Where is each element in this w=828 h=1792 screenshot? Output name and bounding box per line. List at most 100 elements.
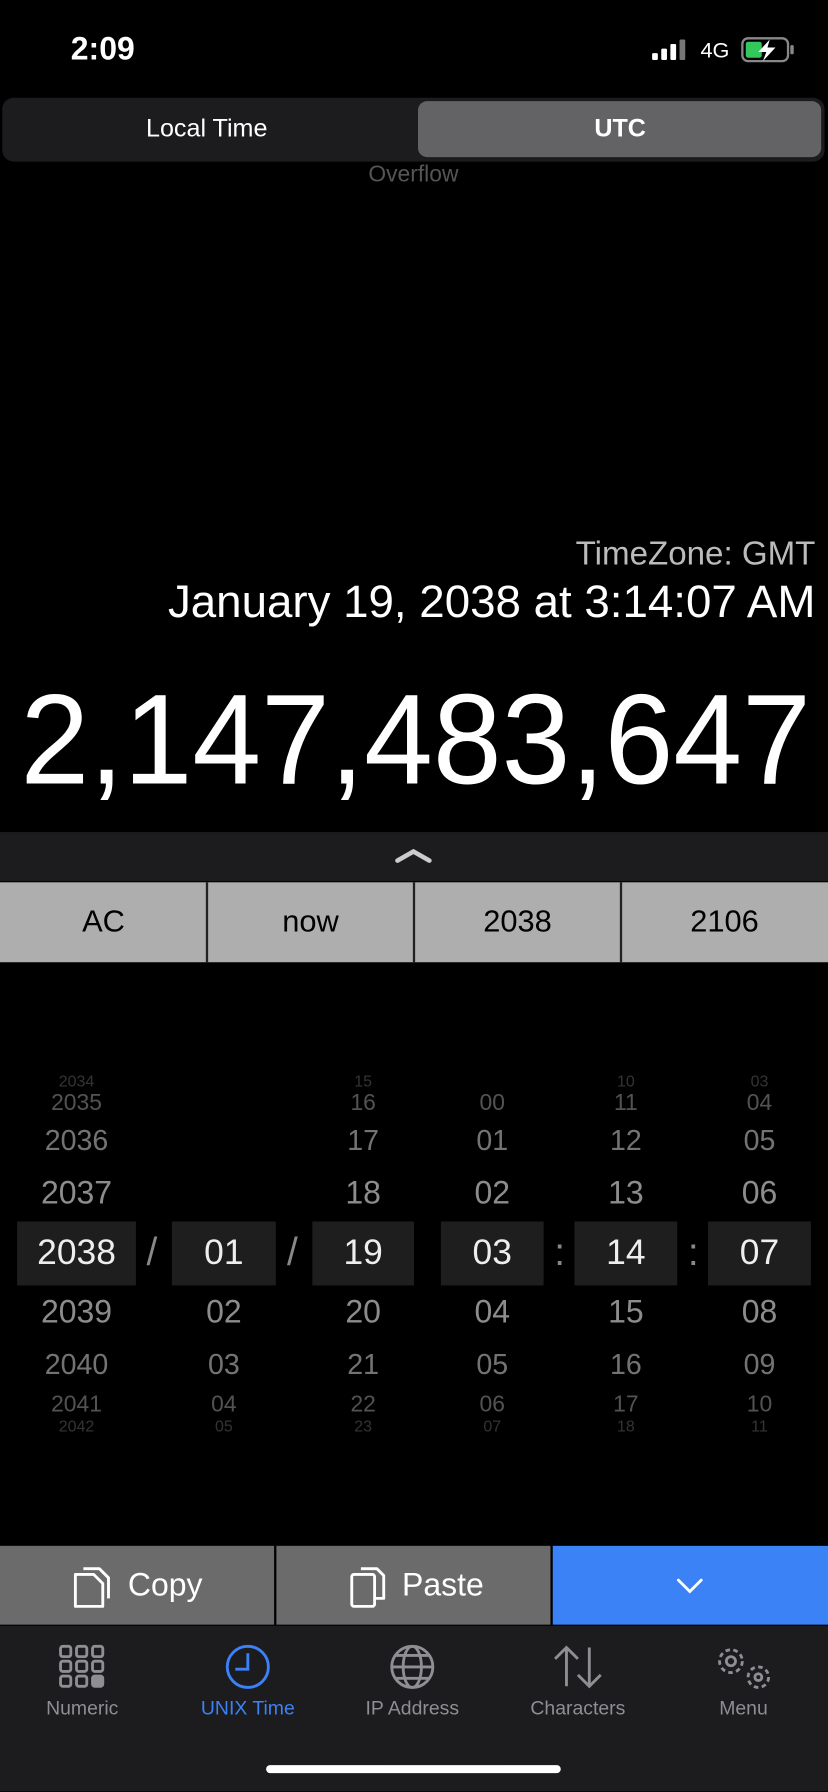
picker-item[interactable]: 13 [608, 1175, 644, 1211]
overflow-label: Overflow [368, 160, 459, 186]
copy-icon [73, 1567, 110, 1608]
picker-item[interactable]: 2039 [41, 1293, 112, 1329]
picker-item[interactable]: 12 [610, 1125, 642, 1157]
picker-selection [440, 1221, 544, 1286]
tab-label[interactable]: Menu [719, 1697, 768, 1719]
paste-button[interactable] [276, 1545, 551, 1625]
gears-icon [718, 1648, 771, 1689]
picker-selected[interactable]: 03 [473, 1232, 512, 1272]
picker-selected[interactable]: 01 [204, 1232, 243, 1272]
picker-item[interactable]: 02 [206, 1293, 242, 1329]
picker-item[interactable]: 15 [608, 1293, 644, 1329]
picker-item[interactable]: 05 [476, 1349, 508, 1381]
timestamp: 2,147,483,647 [21, 669, 811, 812]
picker-item[interactable]: 07 [483, 1418, 501, 1435]
picker-selected[interactable]: 2038 [37, 1232, 116, 1272]
quick-divider [412, 882, 416, 963]
copy-button[interactable] [0, 1545, 275, 1625]
picker-item[interactable]: 2035 [51, 1089, 102, 1115]
network-label: 4G [700, 38, 729, 63]
quick-button[interactable]: now [282, 904, 339, 939]
picker-item[interactable]: 15 [354, 1073, 372, 1090]
tab-icons [59, 1644, 771, 1689]
segment-selected [417, 101, 822, 158]
picker-item[interactable]: 18 [345, 1175, 381, 1211]
picker-item[interactable]: 03 [208, 1349, 240, 1381]
picker-item[interactable]: 16 [350, 1089, 375, 1115]
quick-button[interactable]: 2038 [483, 904, 552, 939]
drawer-handle[interactable] [0, 832, 828, 882]
picker-item[interactable]: 08 [742, 1293, 778, 1329]
picker-selected[interactable]: 19 [343, 1232, 382, 1272]
status-time: 2:09 [71, 30, 135, 66]
picker-item[interactable]: 01 [476, 1125, 508, 1157]
picker-item[interactable]: 21 [347, 1349, 379, 1381]
tab-label[interactable]: Numeric [46, 1697, 119, 1719]
picker-separator: / [146, 1231, 157, 1274]
date-text: January 19, 2038 at 3:14:07 AM [168, 576, 815, 627]
picker-item[interactable]: 17 [347, 1125, 379, 1157]
home-indicator [266, 1765, 561, 1774]
collapse-icon [676, 1578, 703, 1594]
picker-selection [171, 1221, 276, 1286]
picker-separator: : [554, 1231, 565, 1274]
quick-buttons: AC now 2038 2106 [0, 882, 828, 963]
collapse-button[interactable] [552, 1545, 828, 1625]
globe-icon [390, 1644, 435, 1689]
picker-item[interactable]: 02 [474, 1175, 510, 1211]
picker-item[interactable]: 22 [350, 1390, 375, 1416]
tab-label[interactable]: Characters [530, 1697, 625, 1719]
picker-separator: / [287, 1231, 298, 1274]
picker-item[interactable]: 2034 [59, 1073, 95, 1090]
quick-divider [619, 882, 623, 963]
picker-item[interactable]: 16 [610, 1349, 642, 1381]
picker-item[interactable]: 05 [744, 1125, 776, 1157]
picker-item[interactable]: 23 [354, 1418, 372, 1435]
quick-button[interactable]: AC [82, 904, 125, 939]
picker-item[interactable]: 05 [215, 1418, 233, 1435]
picker-item[interactable]: 11 [751, 1418, 768, 1435]
picker-item[interactable]: 06 [480, 1390, 505, 1416]
picker-item[interactable]: 2037 [41, 1175, 112, 1211]
copy-label: Copy [128, 1566, 203, 1602]
picker-item[interactable]: 20 [345, 1293, 381, 1329]
arrows-icon [554, 1645, 602, 1689]
picker-selection [574, 1221, 678, 1286]
picker-item[interactable]: 04 [474, 1293, 510, 1329]
segment-option[interactable]: Local Time [146, 114, 267, 142]
picker-item[interactable]: 09 [744, 1349, 776, 1381]
handle-chevron [395, 848, 432, 863]
picker-selection [17, 1221, 136, 1286]
paste-icon [350, 1567, 386, 1608]
picker-selected[interactable]: 14 [606, 1232, 645, 1272]
picker-item[interactable]: 10 [747, 1390, 772, 1416]
picker-selection [708, 1221, 811, 1286]
tab-label[interactable]: UNIX Time [201, 1697, 295, 1719]
picker-item[interactable]: 04 [747, 1089, 773, 1115]
tab-label[interactable]: IP Address [366, 1697, 460, 1719]
picker-item[interactable]: 00 [480, 1089, 505, 1115]
picker-item[interactable]: 03 [751, 1073, 769, 1090]
battery-icon [741, 37, 794, 63]
picker-item[interactable]: 11 [614, 1089, 638, 1115]
picker-selected[interactable]: 07 [740, 1232, 779, 1272]
picker-item[interactable]: 17 [613, 1390, 638, 1416]
picker-item[interactable]: 2036 [45, 1125, 109, 1157]
segment-option[interactable]: UTC [594, 114, 646, 142]
picker-item[interactable]: 06 [742, 1175, 778, 1211]
timezone-label: TimeZone: GMT [576, 535, 816, 572]
tab-bar [0, 1625, 828, 1792]
picker-item[interactable]: 2040 [45, 1349, 109, 1381]
quick-button[interactable]: 2106 [690, 904, 759, 939]
picker-item[interactable]: 10 [617, 1073, 635, 1090]
picker-item[interactable]: 2041 [51, 1390, 102, 1416]
paste-label: Paste [402, 1566, 484, 1602]
numeric-icon [59, 1644, 105, 1688]
picker-item[interactable]: 04 [211, 1390, 237, 1416]
picker-item[interactable]: 18 [617, 1418, 635, 1435]
picker-selection [312, 1221, 414, 1286]
picker-item[interactable]: 2042 [59, 1418, 95, 1435]
